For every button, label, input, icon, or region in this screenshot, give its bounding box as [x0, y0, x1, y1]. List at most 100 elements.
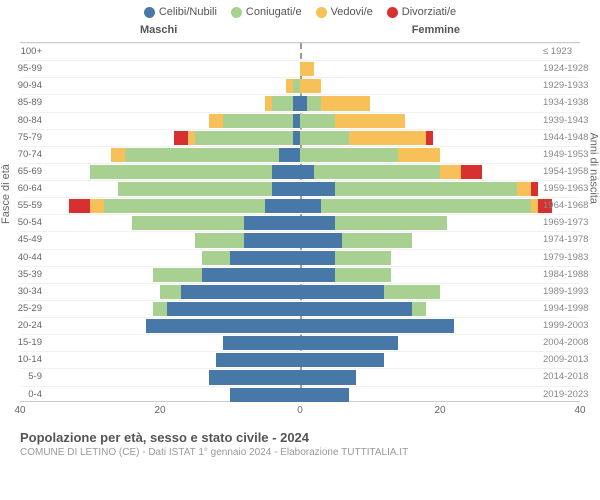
age-row: 30-341989-1993	[20, 283, 580, 300]
birth-year-label: ≤ 1923	[543, 46, 598, 57]
female-bar	[300, 285, 440, 299]
chart-footer: Popolazione per età, sesso e stato civil…	[0, 424, 600, 464]
bar-segment	[300, 353, 384, 367]
female-bar	[300, 199, 552, 213]
birth-year-label: 1959-1963	[543, 183, 598, 194]
bar-segment	[440, 165, 461, 179]
age-label: 40-44	[2, 252, 42, 263]
male-bar	[265, 96, 300, 110]
bar-segment	[244, 216, 300, 230]
x-tick: 20	[434, 405, 445, 416]
female-bar	[300, 302, 426, 316]
male-bar	[118, 182, 300, 196]
bar-segment	[300, 96, 307, 110]
age-row: 60-641959-1963	[20, 180, 580, 197]
female-bar	[300, 131, 433, 145]
bar-segment	[300, 233, 342, 247]
bar-segment	[202, 268, 300, 282]
legend-label: Divorziati/e	[402, 6, 456, 18]
legend-swatch	[387, 7, 398, 18]
female-header: Femmine	[412, 24, 460, 36]
female-bar	[300, 336, 398, 350]
bar-segment	[118, 182, 272, 196]
female-bar	[300, 165, 482, 179]
bar-segment	[195, 233, 244, 247]
bar-segment	[335, 114, 405, 128]
age-row: 5-92014-2018	[20, 368, 580, 385]
age-row: 75-791944-1948	[20, 129, 580, 146]
bar-segment	[195, 131, 293, 145]
bar-segment	[300, 388, 349, 402]
bar-segment	[90, 165, 272, 179]
bar-segment	[398, 148, 440, 162]
age-label: 95-99	[2, 63, 42, 74]
bar-segment	[125, 148, 279, 162]
bar-segment	[300, 319, 454, 333]
female-bar	[300, 251, 391, 265]
bar-segment	[146, 319, 300, 333]
bar-segment	[300, 148, 398, 162]
female-bar	[300, 353, 384, 367]
bars-zone: 100+≤ 192395-991924-192890-941929-193385…	[20, 42, 580, 402]
bar-segment	[272, 182, 300, 196]
birth-year-label: 1989-1993	[543, 286, 598, 297]
bar-segment	[300, 336, 398, 350]
bar-segment	[307, 96, 321, 110]
female-bar	[300, 148, 440, 162]
bar-segment	[167, 302, 300, 316]
bar-segment	[265, 96, 272, 110]
age-row: 15-192004-2008	[20, 334, 580, 351]
bar-segment	[230, 251, 300, 265]
age-row: 80-841939-1943	[20, 112, 580, 129]
bar-segment	[90, 199, 104, 213]
age-row: 35-391984-1988	[20, 266, 580, 283]
female-bar	[300, 62, 314, 76]
bar-segment	[244, 233, 300, 247]
bar-segment	[321, 199, 531, 213]
birth-year-label: 1954-1958	[543, 166, 598, 177]
birth-year-label: 1969-1973	[543, 217, 598, 228]
birth-year-label: 1934-1938	[543, 97, 598, 108]
male-bar	[230, 388, 300, 402]
age-label: 30-34	[2, 286, 42, 297]
bar-segment	[293, 79, 300, 93]
age-row: 45-491974-1978	[20, 231, 580, 248]
birth-year-label: 1994-1998	[543, 303, 598, 314]
male-bar	[146, 319, 300, 333]
bar-segment	[111, 148, 125, 162]
male-bar	[132, 216, 300, 230]
chart-title: Popolazione per età, sesso e stato civil…	[20, 430, 580, 445]
age-label: 35-39	[2, 269, 42, 280]
age-label: 100+	[2, 46, 42, 57]
age-row: 55-591964-1968	[20, 197, 580, 214]
bar-segment	[300, 268, 335, 282]
age-label: 45-49	[2, 234, 42, 245]
bar-segment	[293, 131, 300, 145]
male-bar	[216, 353, 300, 367]
male-bar	[195, 233, 300, 247]
bar-segment	[300, 62, 314, 76]
age-label: 65-69	[2, 166, 42, 177]
male-header: Maschi	[140, 24, 177, 36]
age-label: 5-9	[2, 371, 42, 382]
legend-item: Vedovi/e	[316, 6, 373, 18]
age-row: 50-541969-1973	[20, 214, 580, 231]
bar-segment	[300, 165, 314, 179]
bar-segment	[335, 182, 517, 196]
age-row: 90-941929-1933	[20, 77, 580, 94]
bar-segment	[314, 165, 440, 179]
male-bar	[69, 199, 300, 213]
age-row: 65-691954-1958	[20, 163, 580, 180]
bar-segment	[230, 388, 300, 402]
bar-segment	[300, 182, 335, 196]
male-bar	[90, 165, 300, 179]
bar-segment	[300, 302, 412, 316]
birth-year-label: 1964-1968	[543, 200, 598, 211]
age-label: 20-24	[2, 320, 42, 331]
male-bar	[286, 79, 300, 93]
female-bar	[300, 268, 391, 282]
bar-segment	[300, 216, 335, 230]
male-bar	[223, 336, 300, 350]
male-bar	[209, 114, 300, 128]
age-label: 90-94	[2, 80, 42, 91]
